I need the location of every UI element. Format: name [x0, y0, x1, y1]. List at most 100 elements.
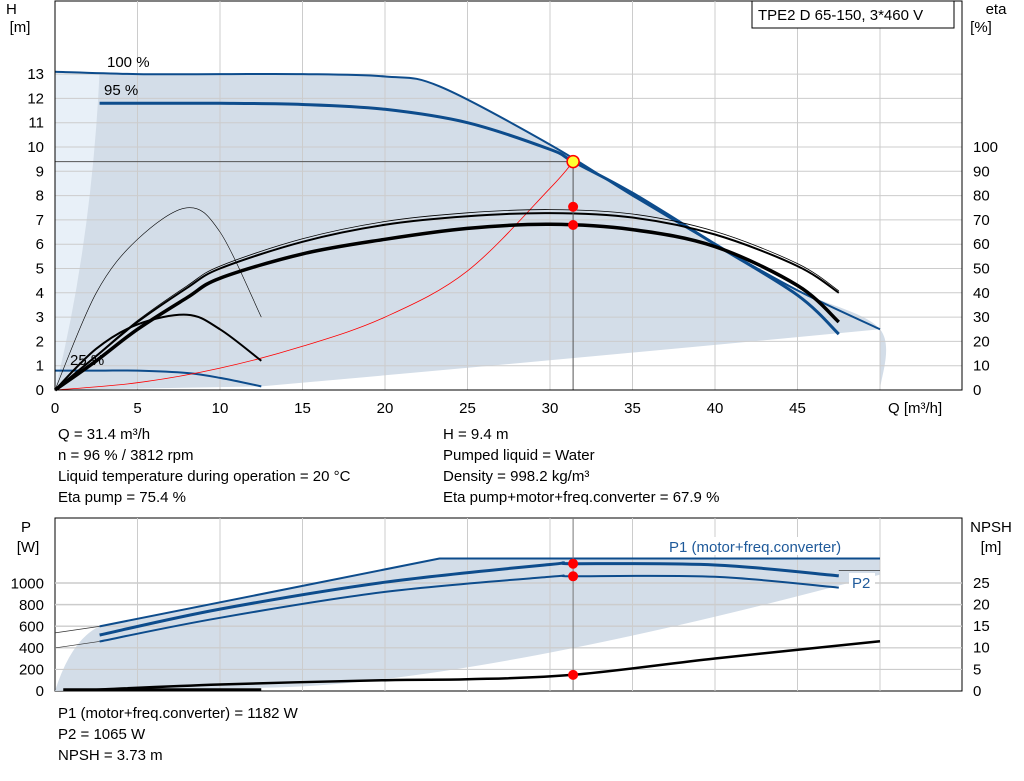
curve-label-100: 100 %	[107, 54, 150, 71]
h-tick-label: 13	[27, 66, 44, 83]
npsh-curve	[96, 639, 881, 691]
p-tick-label: 1000	[11, 575, 44, 592]
info-liquid-temperature: Liquid temperature during operation = 20…	[58, 468, 351, 485]
p1-label-bg	[666, 537, 866, 555]
h-tick-label: 9	[36, 163, 44, 180]
h-axis-unit: [m]	[10, 19, 31, 36]
p2-lowflow-stub	[54, 641, 100, 649]
h-tick-label: 1	[36, 358, 44, 375]
curve-label-95: 95 %	[104, 82, 138, 99]
info-bottom-block: P1 (motor+freq.converter) = 1182 W P2 = …	[58, 703, 298, 766]
eta-tick-label: 10	[973, 358, 990, 375]
eta-total-marker	[568, 220, 579, 231]
x-tick-label: 30	[542, 400, 559, 417]
info-head: H = 9.4 m	[443, 426, 509, 443]
info-eta-pump: Eta pump = 75.4 %	[58, 489, 186, 506]
npsh-tick-label: 20	[973, 596, 990, 613]
eta-tick-label: 20	[973, 333, 990, 350]
bottom-grid	[55, 518, 962, 691]
p1-curve-label: P1 (motor+freq.converter)	[669, 539, 841, 556]
info-eta-total: Eta pump+motor+freq.converter = 67.9 %	[443, 489, 720, 506]
info-pumped-liquid: Pumped liquid = Water	[443, 447, 595, 464]
eta-tick-label: 70	[973, 212, 990, 229]
p-tick-label: 800	[19, 597, 44, 614]
eta-tick-label: 30	[973, 309, 990, 326]
x-tick-label: 0	[51, 400, 59, 417]
h-tick-label: 6	[36, 236, 44, 253]
head-curve-95	[99, 101, 840, 336]
npsh-tick-label: 25	[973, 575, 990, 592]
q-axis-label: Q [m³/h]	[888, 400, 942, 417]
eta-total-curve	[53, 222, 840, 392]
eta-tick-label: 0	[973, 382, 981, 399]
p2-label-bg	[849, 573, 875, 591]
x-tick-label: 25	[459, 400, 476, 417]
info-speed: n = 96 % / 3812 rpm	[58, 447, 194, 464]
h-tick-label: 12	[27, 90, 44, 107]
x-tick-label: 5	[133, 400, 141, 417]
x-tick-label: 45	[789, 400, 806, 417]
p1-curve	[99, 561, 839, 637]
pump-model-box	[751, 0, 955, 29]
x-tick-label: 20	[377, 400, 394, 417]
eta-tick-label: 50	[973, 261, 990, 278]
h-tick-label: 5	[36, 261, 44, 278]
eta-pump-max-curve	[54, 209, 840, 391]
h-tick-label: 8	[36, 188, 44, 205]
head-curve-25	[55, 369, 262, 388]
p-tick-label: 200	[19, 661, 44, 678]
eta-tick-label: 40	[973, 285, 990, 302]
p2-curve-label: P2	[852, 575, 870, 592]
x-tick-label: 10	[212, 400, 229, 417]
info-left-block: Q = 31.4 m³/h n = 96 % / 3812 rpm Liquid…	[58, 424, 350, 508]
eta-tick-label: 60	[973, 236, 990, 253]
h-tick-label: 4	[36, 285, 44, 302]
operating-envelope	[55, 71, 887, 390]
p2-curve	[99, 574, 839, 643]
h-tick-label: 0	[36, 382, 44, 399]
info-flow: Q = 31.4 m³/h	[58, 426, 151, 443]
p1-max-curve	[99, 557, 880, 628]
p2-marker	[568, 571, 579, 582]
info-right-block: H = 9.4 m Pumped liquid = Water Density …	[443, 424, 719, 508]
p-tick-label: 600	[19, 618, 44, 635]
h-axis-label: H	[6, 1, 17, 18]
npsh-axis-label: NPSH	[970, 519, 1012, 536]
x-tick-label: 15	[294, 400, 311, 417]
h-tick-label: 11	[28, 115, 44, 132]
h-tick-label: 10	[27, 139, 44, 156]
p-axis-unit: [W]	[17, 539, 40, 556]
curve-label-25: 25 %	[70, 352, 104, 369]
p-axis-label: P	[21, 519, 31, 536]
info-p1: P1 (motor+freq.converter) = 1182 W	[58, 705, 298, 722]
npsh-marker	[568, 669, 579, 680]
eta-pump-marker	[568, 201, 579, 212]
h-tick-label: 3	[36, 309, 44, 326]
eta-axis-unit: [%]	[970, 19, 992, 36]
h-tick-label: 7	[36, 212, 44, 229]
pump-model-label: TPE2 D 65-150, 3*460 V	[758, 7, 923, 24]
eta-tick-label: 100	[973, 139, 998, 156]
eta-tick-label: 90	[973, 163, 990, 180]
p-tick-label: 400	[19, 640, 44, 657]
h-tick-label: 2	[36, 333, 44, 350]
info-density: Density = 998.2 kg/m³	[443, 468, 590, 485]
info-p2: P2 = 1065 W	[58, 726, 146, 743]
eta-pump-curve	[54, 212, 840, 391]
duty-point-marker	[566, 154, 580, 169]
x-tick-label: 40	[707, 400, 724, 417]
eta-tick-label: 80	[973, 188, 990, 205]
p-tick-label: 0	[36, 683, 44, 700]
p1-marker	[568, 558, 579, 569]
npsh-axis-unit: [m]	[981, 539, 1002, 556]
x-tick-label: 35	[624, 400, 641, 417]
p1-lowflow-stub	[54, 626, 100, 634]
npsh-tick-label: 10	[973, 640, 990, 657]
npsh-tick-label: 15	[973, 618, 990, 635]
envelope-low-flow-region	[55, 71, 100, 391]
eta-low-speed-curve	[54, 313, 262, 391]
info-npsh: NPSH = 3.73 m	[58, 747, 163, 764]
eta-low-speed-thin-curve	[54, 207, 262, 391]
eta-axis-label: eta	[986, 1, 1008, 18]
